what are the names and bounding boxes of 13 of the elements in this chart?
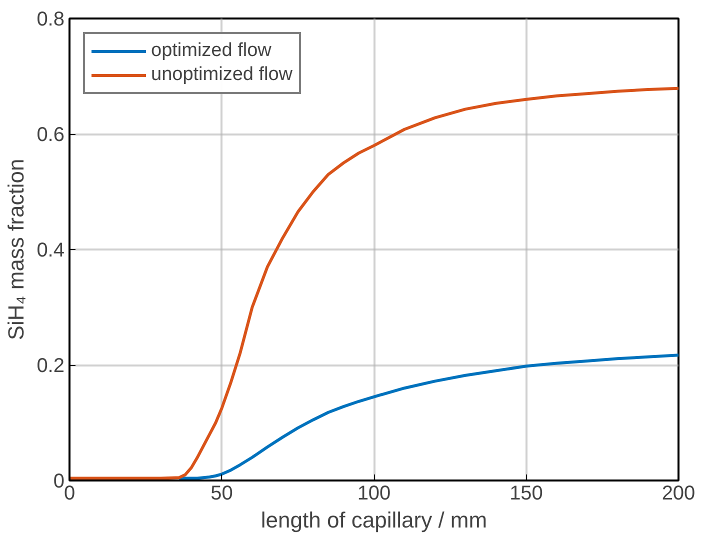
legend-label: unoptimized flow xyxy=(151,64,293,86)
x-tick-label: 200 xyxy=(662,482,696,504)
x-axis-title: length of capillary / mm xyxy=(260,508,488,532)
y-tick-label: 0.2 xyxy=(36,355,65,377)
y-tick-label: 0.4 xyxy=(36,240,65,262)
legend-label: optimized flow xyxy=(151,40,272,62)
x-tick-label: 150 xyxy=(510,482,543,504)
x-tick-label: 100 xyxy=(357,482,391,504)
y-tick-label: 0.8 xyxy=(36,8,65,30)
line-series xyxy=(178,354,678,480)
y-tick-label: 0.6 xyxy=(36,124,65,146)
y-axis-title: SiH₄ mass fraction xyxy=(4,158,29,340)
x-tick-label: 50 xyxy=(210,482,233,504)
